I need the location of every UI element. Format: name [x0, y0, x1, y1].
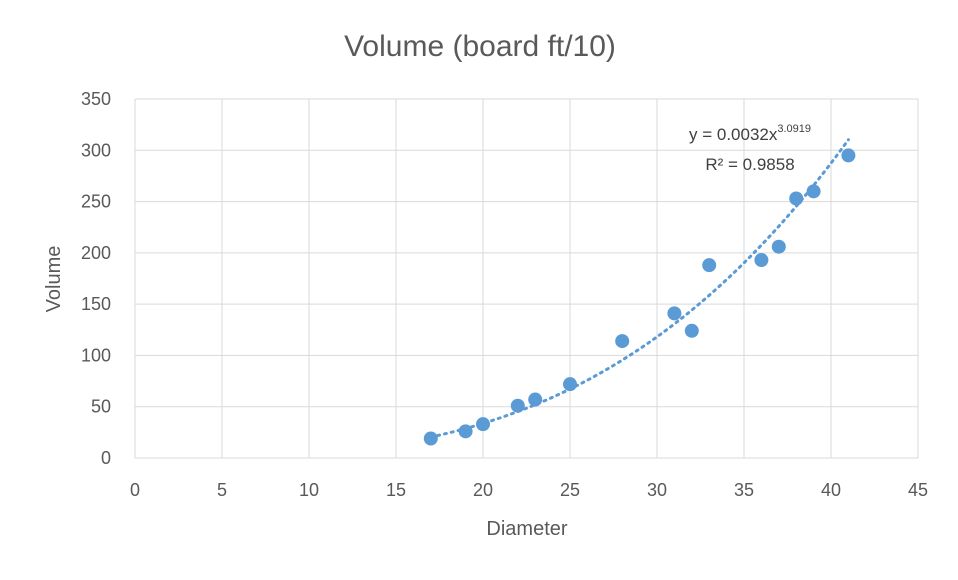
gridlines — [134, 98, 919, 459]
trendline-layer — [429, 138, 850, 439]
x-tick-label: 10 — [299, 480, 319, 500]
x-tick-label: 20 — [473, 480, 493, 500]
y-tick-label: 200 — [81, 243, 111, 263]
data-point — [667, 306, 682, 321]
y-tick-label: 150 — [81, 294, 111, 314]
data-point — [684, 323, 699, 338]
x-tick-label: 25 — [560, 480, 580, 500]
data-point — [510, 398, 525, 413]
x-tick-label: 15 — [386, 480, 406, 500]
x-tick-label: 5 — [217, 480, 227, 500]
y-tick-label: 250 — [81, 192, 111, 212]
y-tick-label: 0 — [101, 448, 111, 468]
data-point — [771, 239, 786, 254]
trendline-equation-base: y = 0.0032x — [689, 125, 778, 144]
data-point — [702, 258, 717, 273]
data-point — [841, 148, 856, 163]
trendline-equation-exponent: 3.0919 — [777, 123, 811, 135]
x-tick-labels: 0 5 10 15 20 25 30 35 40 45 — [130, 480, 928, 500]
data-point — [458, 424, 473, 439]
trendline-r-squared: R² = 0.9858 — [705, 155, 794, 174]
x-tick-label: 0 — [130, 480, 140, 500]
chart-title: Volume (board ft/10) — [344, 30, 616, 63]
y-tick-label: 300 — [81, 140, 111, 160]
data-point — [754, 253, 769, 268]
y-tick-label: 350 — [81, 89, 111, 109]
data-points — [423, 148, 856, 446]
x-tick-label: 35 — [734, 480, 754, 500]
data-point — [423, 431, 438, 446]
x-tick-label: 30 — [647, 480, 667, 500]
x-axis-label: Diameter — [486, 518, 567, 540]
data-point — [789, 191, 804, 206]
x-tick-label: 45 — [908, 480, 928, 500]
y-tick-label: 50 — [91, 397, 111, 417]
data-point — [476, 417, 490, 432]
data-point — [528, 392, 543, 407]
data-point — [615, 334, 630, 349]
y-tick-labels: 0 50 100 150 200 250 300 350 — [81, 89, 111, 468]
x-tick-label: 40 — [821, 480, 841, 500]
trendline-equation: y = 0.0032x3.0919 — [689, 123, 811, 144]
y-tick-label: 100 — [81, 345, 111, 365]
data-point — [806, 184, 821, 199]
data-point — [563, 377, 577, 392]
power-trendline — [429, 138, 850, 439]
y-axis-label: Volume — [43, 246, 65, 313]
